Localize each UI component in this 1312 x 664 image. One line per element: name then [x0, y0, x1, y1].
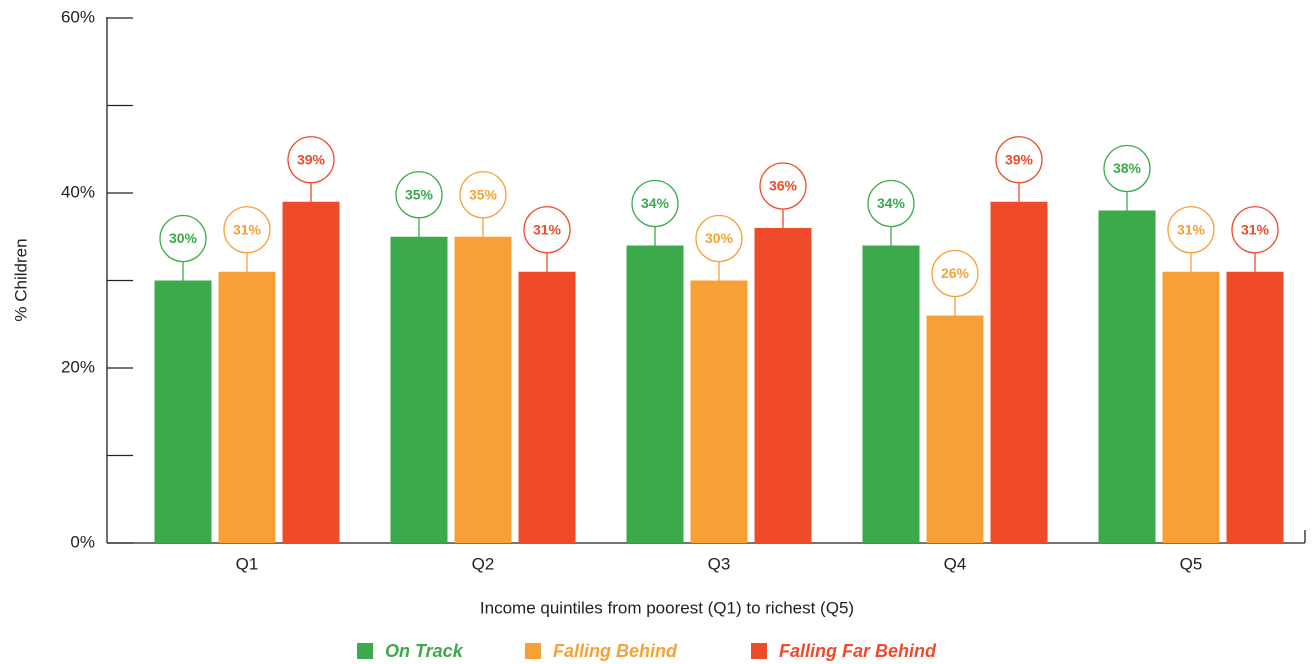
bar: [690, 280, 748, 543]
legend-swatch: [751, 643, 767, 659]
label-bubble: [159, 214, 207, 263]
bar: [154, 280, 212, 543]
bar: [218, 271, 276, 543]
bar: [754, 228, 812, 543]
label-bubble: [995, 136, 1043, 184]
bar: [282, 201, 340, 543]
label-bubble: [459, 171, 507, 219]
x-tick-label: Q1: [236, 554, 259, 573]
bar: [1226, 271, 1284, 543]
legend-swatch: [525, 643, 541, 659]
label-bubble: [695, 214, 743, 263]
bar: [1098, 210, 1156, 543]
label-bubble: [759, 162, 807, 210]
value-label: 39%: [1005, 151, 1034, 167]
value-label: 35%: [469, 186, 498, 202]
value-label: 31%: [1241, 221, 1270, 237]
legend-label: Falling Far Behind: [779, 641, 937, 661]
value-label: 36%: [769, 178, 798, 194]
bar: [862, 245, 920, 543]
bar: [390, 236, 448, 543]
value-label: 39%: [297, 151, 326, 167]
x-axis-label: Income quintiles from poorest (Q1) to ri…: [480, 598, 854, 617]
label-bubble: [931, 249, 979, 298]
value-label: 30%: [705, 230, 734, 246]
y-axis-label: % Children: [11, 238, 30, 321]
x-tick-label: Q5: [1180, 554, 1203, 573]
label-bubble: [287, 136, 335, 184]
legend-label: Falling Behind: [553, 641, 678, 661]
value-label: 38%: [1113, 160, 1142, 176]
value-label: 31%: [533, 221, 562, 237]
y-tick-label: 0%: [70, 532, 95, 551]
legend-label: On Track: [385, 641, 464, 661]
value-label: 31%: [1177, 221, 1206, 237]
label-bubble: [1231, 206, 1279, 254]
value-label: 34%: [877, 195, 906, 211]
bar: [1162, 271, 1220, 543]
value-label: 31%: [233, 221, 262, 237]
x-tick-label: Q3: [708, 554, 731, 573]
legend-swatch: [357, 643, 373, 659]
bar: [518, 271, 576, 543]
label-bubble: [1167, 206, 1215, 254]
label-bubble: [1103, 144, 1151, 193]
label-bubble: [395, 171, 443, 219]
bar: [990, 201, 1048, 543]
bar: [454, 236, 512, 543]
value-label: 35%: [405, 186, 434, 202]
y-tick-label: 60%: [61, 7, 95, 26]
value-label: 30%: [169, 230, 198, 246]
label-bubble: [867, 179, 915, 228]
y-tick-label: 20%: [61, 357, 95, 376]
value-label: 26%: [941, 265, 970, 281]
x-tick-label: Q2: [472, 554, 495, 573]
x-tick-label: Q4: [944, 554, 967, 573]
label-bubble: [631, 179, 679, 228]
y-tick-label: 40%: [61, 182, 95, 201]
label-bubble: [223, 206, 271, 254]
value-label: 34%: [641, 195, 670, 211]
bar: [926, 315, 984, 543]
bar: [626, 245, 684, 543]
label-bubble: [523, 206, 571, 254]
